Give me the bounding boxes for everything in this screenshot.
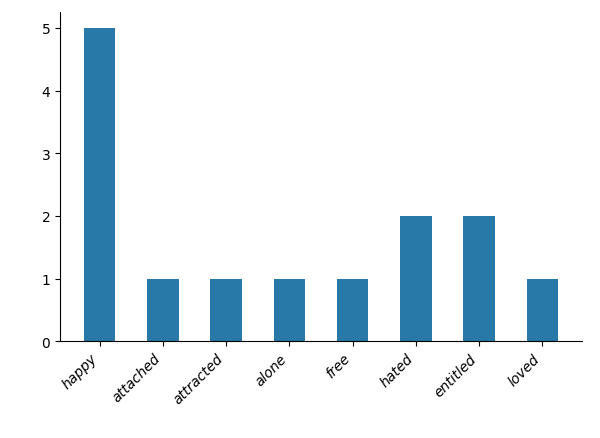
Bar (463, 216, 495, 342)
Bar (274, 279, 305, 342)
Bar (337, 279, 368, 342)
Bar (210, 279, 242, 342)
Bar (84, 29, 115, 342)
Bar (147, 279, 179, 342)
Bar (400, 216, 432, 342)
Bar (527, 279, 558, 342)
